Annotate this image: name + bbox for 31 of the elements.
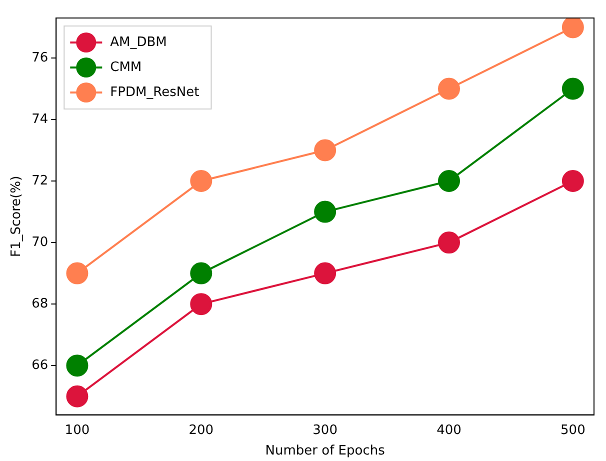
y-tick-label: 68 [32, 296, 48, 312]
point [438, 78, 460, 100]
point [66, 354, 88, 377]
y-tick-label: 66 [32, 358, 48, 373]
x-tick-label: 300 [312, 422, 338, 438]
y-axis-title: F1_Score(%) [9, 176, 24, 257]
y-tick-label: 72 [32, 173, 48, 188]
point [190, 170, 212, 192]
point [438, 232, 460, 254]
point [562, 18, 584, 38]
y-tick-label: 76 [32, 50, 48, 66]
point [562, 170, 584, 192]
point [314, 139, 336, 162]
y-tick-label: 74 [32, 112, 48, 127]
legend-label: AM_DBM [110, 34, 167, 50]
point [438, 170, 460, 192]
x-tick-label: 100 [64, 422, 90, 438]
legend-label: CMM [110, 60, 142, 75]
point [314, 200, 336, 223]
point [190, 293, 212, 316]
legend-label: FPDM_ResNet [110, 84, 200, 100]
point [66, 385, 88, 408]
x-tick-label: 400 [436, 422, 462, 438]
x-tick-label: 200 [188, 422, 214, 438]
point [190, 262, 212, 284]
y-tick-label: 70 [32, 234, 48, 250]
x-axis-title: Number of Epochs [265, 444, 386, 459]
point [562, 78, 584, 100]
point [66, 262, 88, 284]
point [314, 262, 336, 284]
x-tick-label: 500 [560, 422, 586, 438]
